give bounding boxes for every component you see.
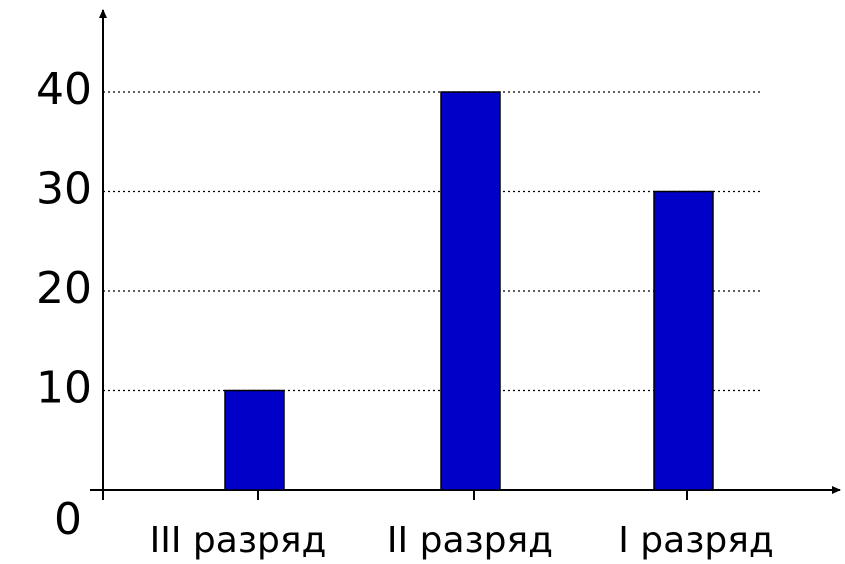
y-tick-label: 20 bbox=[36, 263, 92, 314]
bar bbox=[440, 91, 501, 491]
x-tick-label: III разряд bbox=[150, 520, 327, 561]
bar bbox=[224, 389, 285, 491]
y-tick-label: 10 bbox=[36, 363, 92, 414]
x-tick-label: I разряд bbox=[618, 520, 774, 561]
y-tick-label: 30 bbox=[36, 164, 92, 215]
y-tick-label: 0 bbox=[54, 494, 82, 545]
x-tick-label: II разряд bbox=[387, 520, 553, 561]
bar bbox=[653, 190, 714, 491]
y-tick-label: 40 bbox=[36, 64, 92, 115]
